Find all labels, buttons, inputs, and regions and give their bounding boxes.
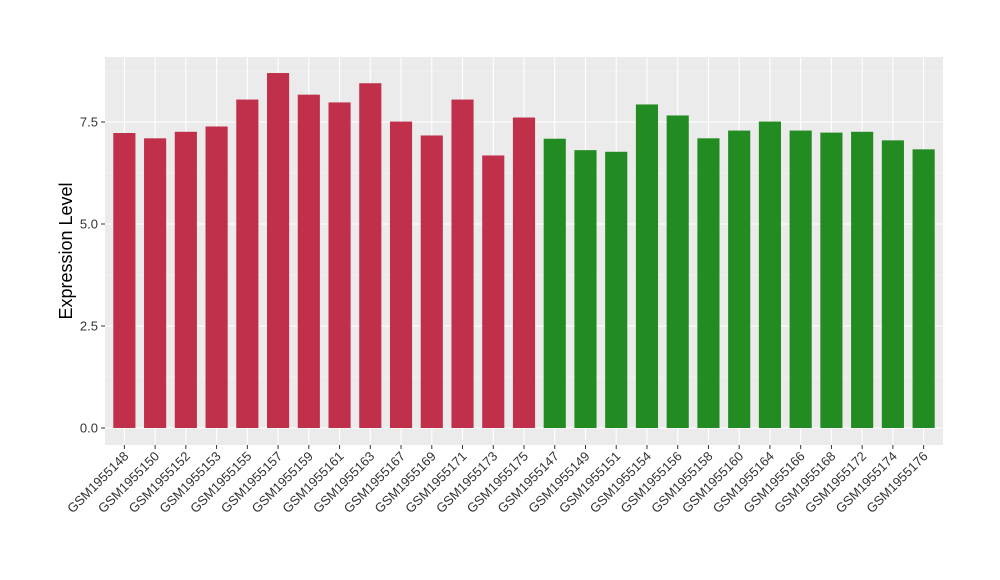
y-tick-label: 5.0 xyxy=(80,217,98,232)
y-tick-label: 7.5 xyxy=(80,115,98,130)
bar xyxy=(789,130,812,428)
bar xyxy=(697,138,720,428)
bar xyxy=(328,102,351,428)
bar xyxy=(144,138,167,428)
bar xyxy=(728,130,751,428)
bar xyxy=(512,117,536,429)
bar xyxy=(420,135,443,429)
y-tick-label: 0.0 xyxy=(80,421,98,436)
bar xyxy=(635,104,659,429)
bar xyxy=(881,140,904,429)
bar xyxy=(113,133,136,429)
bar xyxy=(359,83,382,429)
y-axis-title: Expression Level xyxy=(56,182,76,319)
bar xyxy=(758,121,781,428)
bar xyxy=(174,131,197,429)
y-tick-label: 2.5 xyxy=(80,319,98,334)
bar xyxy=(451,99,474,428)
bar xyxy=(820,132,843,428)
bar xyxy=(666,115,689,429)
bar xyxy=(297,94,320,428)
bar xyxy=(543,138,566,428)
bar xyxy=(267,73,290,428)
bar xyxy=(851,131,874,429)
bar xyxy=(389,121,413,428)
bar xyxy=(605,151,628,428)
bar-layer xyxy=(113,73,935,429)
bar xyxy=(912,149,935,428)
bar xyxy=(205,126,228,428)
bar xyxy=(482,155,505,428)
bar xyxy=(236,99,259,428)
bar xyxy=(574,150,597,429)
